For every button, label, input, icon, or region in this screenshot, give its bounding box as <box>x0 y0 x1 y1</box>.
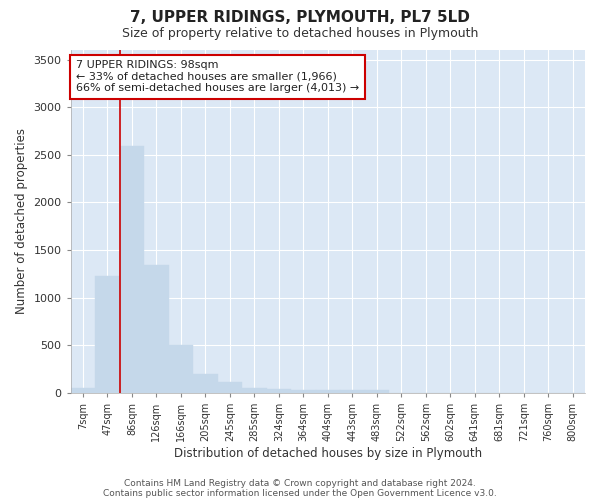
Bar <box>218 382 242 393</box>
Bar <box>316 390 340 393</box>
Text: 7 UPPER RIDINGS: 98sqm
← 33% of detached houses are smaller (1,966)
66% of semi-: 7 UPPER RIDINGS: 98sqm ← 33% of detached… <box>76 60 359 94</box>
Bar <box>169 346 193 393</box>
Text: Contains HM Land Registry data © Crown copyright and database right 2024.: Contains HM Land Registry data © Crown c… <box>124 478 476 488</box>
Y-axis label: Number of detached properties: Number of detached properties <box>15 128 28 314</box>
Bar <box>266 388 291 393</box>
X-axis label: Distribution of detached houses by size in Plymouth: Distribution of detached houses by size … <box>174 447 482 460</box>
Bar <box>95 276 119 393</box>
Text: Contains public sector information licensed under the Open Government Licence v3: Contains public sector information licen… <box>103 488 497 498</box>
Bar <box>291 390 316 393</box>
Bar <box>144 266 169 393</box>
Bar <box>119 146 144 393</box>
Text: 7, UPPER RIDINGS, PLYMOUTH, PL7 5LD: 7, UPPER RIDINGS, PLYMOUTH, PL7 5LD <box>130 10 470 25</box>
Bar <box>365 390 389 393</box>
Bar <box>193 374 218 393</box>
Bar <box>340 390 365 393</box>
Bar <box>71 388 95 393</box>
Bar <box>242 388 266 393</box>
Text: Size of property relative to detached houses in Plymouth: Size of property relative to detached ho… <box>122 28 478 40</box>
